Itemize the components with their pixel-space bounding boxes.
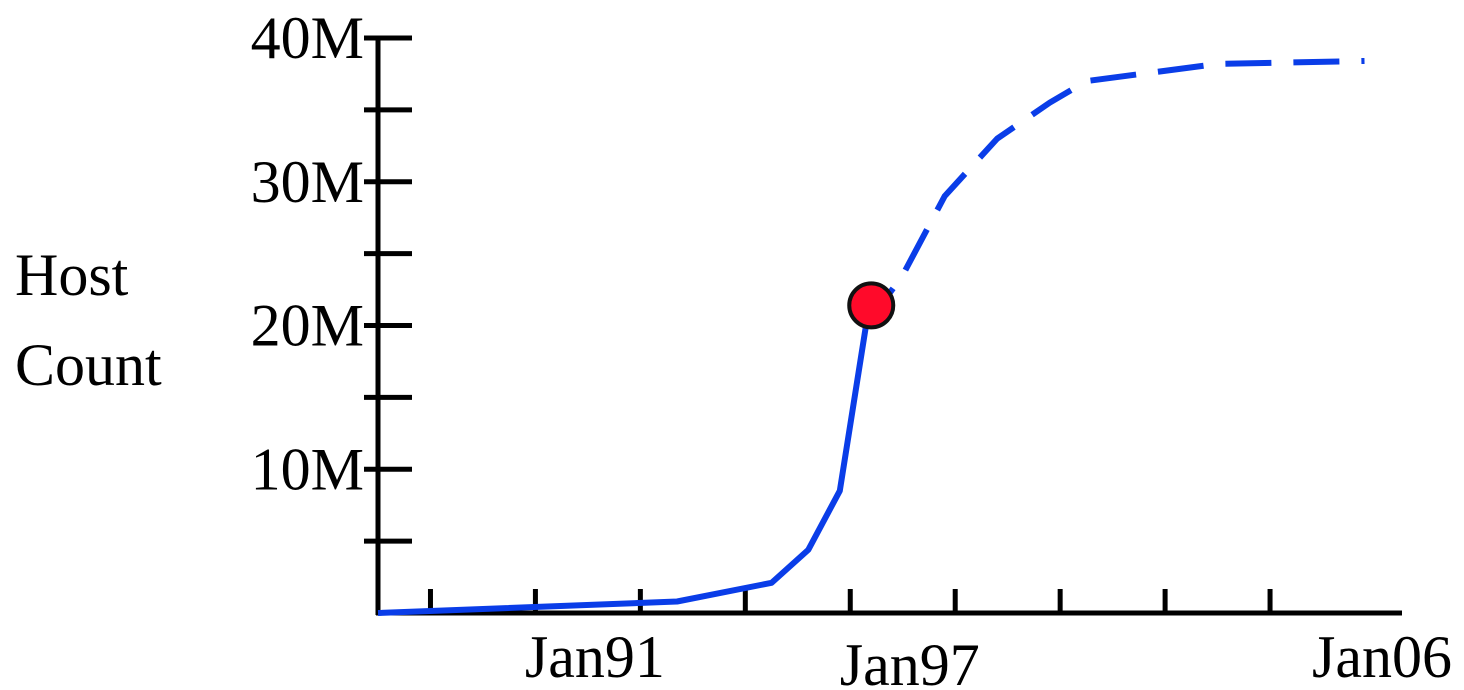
y-tick-label: 10M [251, 436, 364, 502]
y-tick-label: 40M [251, 5, 364, 71]
host-count-line [377, 325, 869, 616]
x-tick-label: Jan06 [1312, 624, 1452, 690]
x-tick-label: Jan91 [525, 624, 665, 690]
plot-area: 10M 20M 30M 40M Jan91 Jan97 Jan06 [251, 5, 1452, 690]
y-tick-label: 30M [251, 149, 364, 215]
y-tick-label: 20M [251, 293, 364, 359]
y-axis-label-line-1: Host [15, 242, 129, 308]
y-axis-label-line-2: Count [15, 332, 162, 398]
projected-host-count-line [863, 58, 1365, 328]
current-point-marker [847, 281, 896, 330]
y-axis-label: Host Count [15, 242, 162, 398]
x-tick-label: Jan97 [840, 632, 980, 690]
